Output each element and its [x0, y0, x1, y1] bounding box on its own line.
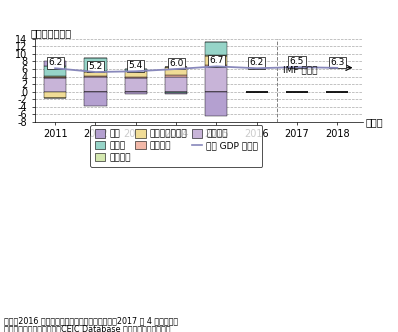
Bar	[205, 67, 228, 92]
Bar	[44, 77, 66, 78]
Text: 5.4: 5.4	[129, 61, 143, 70]
Bar	[165, 67, 187, 75]
Bar	[84, 92, 107, 106]
Text: 6.2: 6.2	[250, 58, 264, 67]
Bar	[125, 78, 147, 92]
Bar	[84, 72, 107, 76]
Bar	[125, 92, 147, 94]
Text: IMF 推計値: IMF 推計値	[283, 65, 317, 74]
Text: 6.0: 6.0	[169, 59, 183, 68]
Bar	[205, 56, 228, 65]
Bar	[84, 77, 107, 92]
Bar	[205, 92, 228, 116]
Bar	[165, 93, 187, 94]
Bar	[205, 55, 228, 56]
Text: 6.2: 6.2	[48, 58, 62, 67]
Legend: 誤差, 純輸出, 在庫変動, 総固定資本形成, 政府消費, 民間消費, 実質 GDP 成長率: 誤差, 純輸出, 在庫変動, 総固定資本形成, 政府消費, 民間消費, 実質 G…	[90, 125, 262, 167]
Bar	[165, 77, 187, 92]
Text: （前年比、％）: （前年比、％）	[30, 28, 71, 38]
Bar	[125, 77, 147, 78]
Text: 6.5: 6.5	[290, 57, 304, 66]
Bar	[44, 78, 66, 92]
Bar	[44, 76, 66, 77]
Bar	[165, 75, 187, 77]
Bar	[84, 71, 107, 72]
Text: （年）: （年）	[365, 118, 383, 127]
Text: 資料：ベトナム総統計局、CEIC Database から経済産業省作成。: 資料：ベトナム総統計局、CEIC Database から経済産業省作成。	[4, 324, 170, 332]
Text: 5.2: 5.2	[88, 62, 103, 71]
Bar	[205, 65, 228, 67]
Text: 6.7: 6.7	[209, 56, 224, 65]
Bar	[44, 92, 66, 98]
Bar	[205, 42, 228, 55]
Bar	[125, 69, 147, 71]
Bar	[165, 92, 187, 93]
Bar	[44, 61, 66, 66]
Bar	[84, 58, 107, 71]
Bar	[125, 71, 147, 77]
Text: 備考：2016 年の内訳はまだ公表されていない（2017 年 4 月現在）。: 備考：2016 年の内訳はまだ公表されていない（2017 年 4 月現在）。	[4, 317, 178, 326]
Bar	[44, 66, 66, 76]
Bar	[84, 76, 107, 77]
Text: 6.3: 6.3	[330, 58, 345, 67]
